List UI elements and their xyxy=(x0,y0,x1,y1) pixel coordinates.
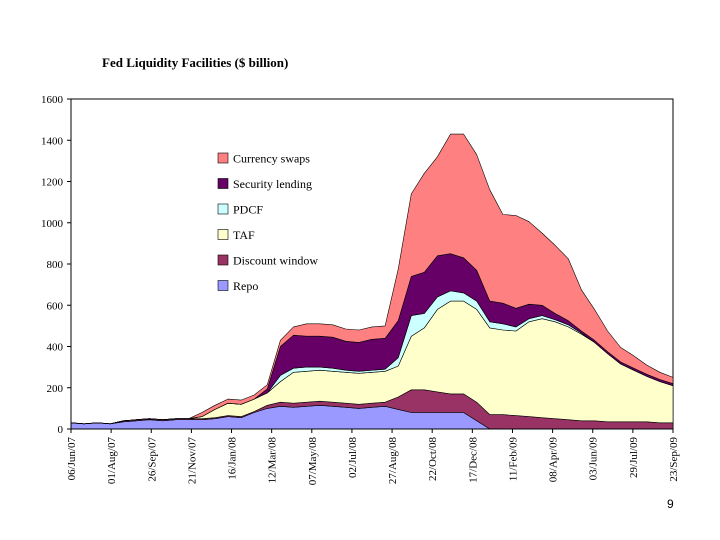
legend-item-pdcf: PDCF xyxy=(217,203,263,217)
x-tick-label: 06/Jun/07 xyxy=(66,437,78,481)
x-tick-label: 07/May/08 xyxy=(307,437,319,486)
y-tick-label: 200 xyxy=(47,383,64,395)
legend-swatch-currency-swaps xyxy=(217,152,229,164)
legend-item-currency-swaps: Currency swaps xyxy=(217,152,310,166)
axes: 0 200 400 600 800 1000 1200 1400 1600 06/Jun/07 01… xyxy=(41,94,680,485)
legend-item-taf: TAF xyxy=(217,228,255,242)
y-tick-label: 600 xyxy=(47,300,64,312)
legend: Currency swaps Security lending PDCF TAF Dis… xyxy=(217,152,318,293)
x-tick-label: 23/Sep/09 xyxy=(668,437,680,482)
legend-swatch-discount-window xyxy=(217,254,229,266)
legend-label-security-lending: Security lending xyxy=(233,177,312,191)
legend-label-repo: Repo xyxy=(233,279,258,293)
y-tick-label: 1000 xyxy=(41,218,64,230)
y-tick-label: 800 xyxy=(47,259,64,271)
legend-item-discount-window: Discount window xyxy=(217,254,318,268)
x-tick-label: 02/Jul/08 xyxy=(347,437,359,478)
chart-title: Fed Liquidity Facilities ($ billion) xyxy=(102,55,289,70)
legend-swatch-repo xyxy=(217,280,229,291)
x-tick-label: 03/Jun/09 xyxy=(588,437,600,481)
legend-label-pdcf: PDCF xyxy=(233,203,263,217)
x-tick-label: 08/Apr/09 xyxy=(548,437,560,483)
stacked-areas xyxy=(70,133,674,430)
x-tick-label: 29/Jul/09 xyxy=(628,437,640,478)
legend-label-currency-swaps: Currency swaps xyxy=(233,152,310,166)
x-tick-label: 27/Aug/08 xyxy=(387,437,399,485)
y-tick-label: 1600 xyxy=(41,94,64,106)
legend-item-security-lending: Security lending xyxy=(217,177,312,191)
y-tick-label: 0 xyxy=(58,424,64,436)
legend-item-repo: Repo xyxy=(217,279,258,293)
x-tick-label: 01/Aug/07 xyxy=(106,437,118,485)
y-tick-label: 1400 xyxy=(41,135,64,147)
x-tick-label: 12/Mar/08 xyxy=(267,437,279,484)
x-tick-label: 21/Nov/07 xyxy=(186,437,198,485)
legend-label-discount-window: Discount window xyxy=(233,254,318,268)
x-tick-label: 26/Sep/07 xyxy=(146,437,158,482)
x-tick-label: 11/Feb/09 xyxy=(507,437,519,482)
legend-swatch-pdcf xyxy=(217,203,229,215)
x-tick-label: 17/Dec/08 xyxy=(467,437,479,483)
legend-swatch-taf xyxy=(217,229,229,240)
legend-swatch-security-lending xyxy=(217,178,229,189)
page-number: 9 xyxy=(667,497,674,511)
x-tick-label: 16/Jan/08 xyxy=(227,437,239,480)
area-currency-swaps xyxy=(70,133,674,425)
legend-label-taf: TAF xyxy=(233,228,255,242)
y-tick-label: 1200 xyxy=(41,177,64,189)
y-tick-label: 400 xyxy=(47,342,64,354)
x-tick-label: 22/Oct/08 xyxy=(427,437,439,481)
